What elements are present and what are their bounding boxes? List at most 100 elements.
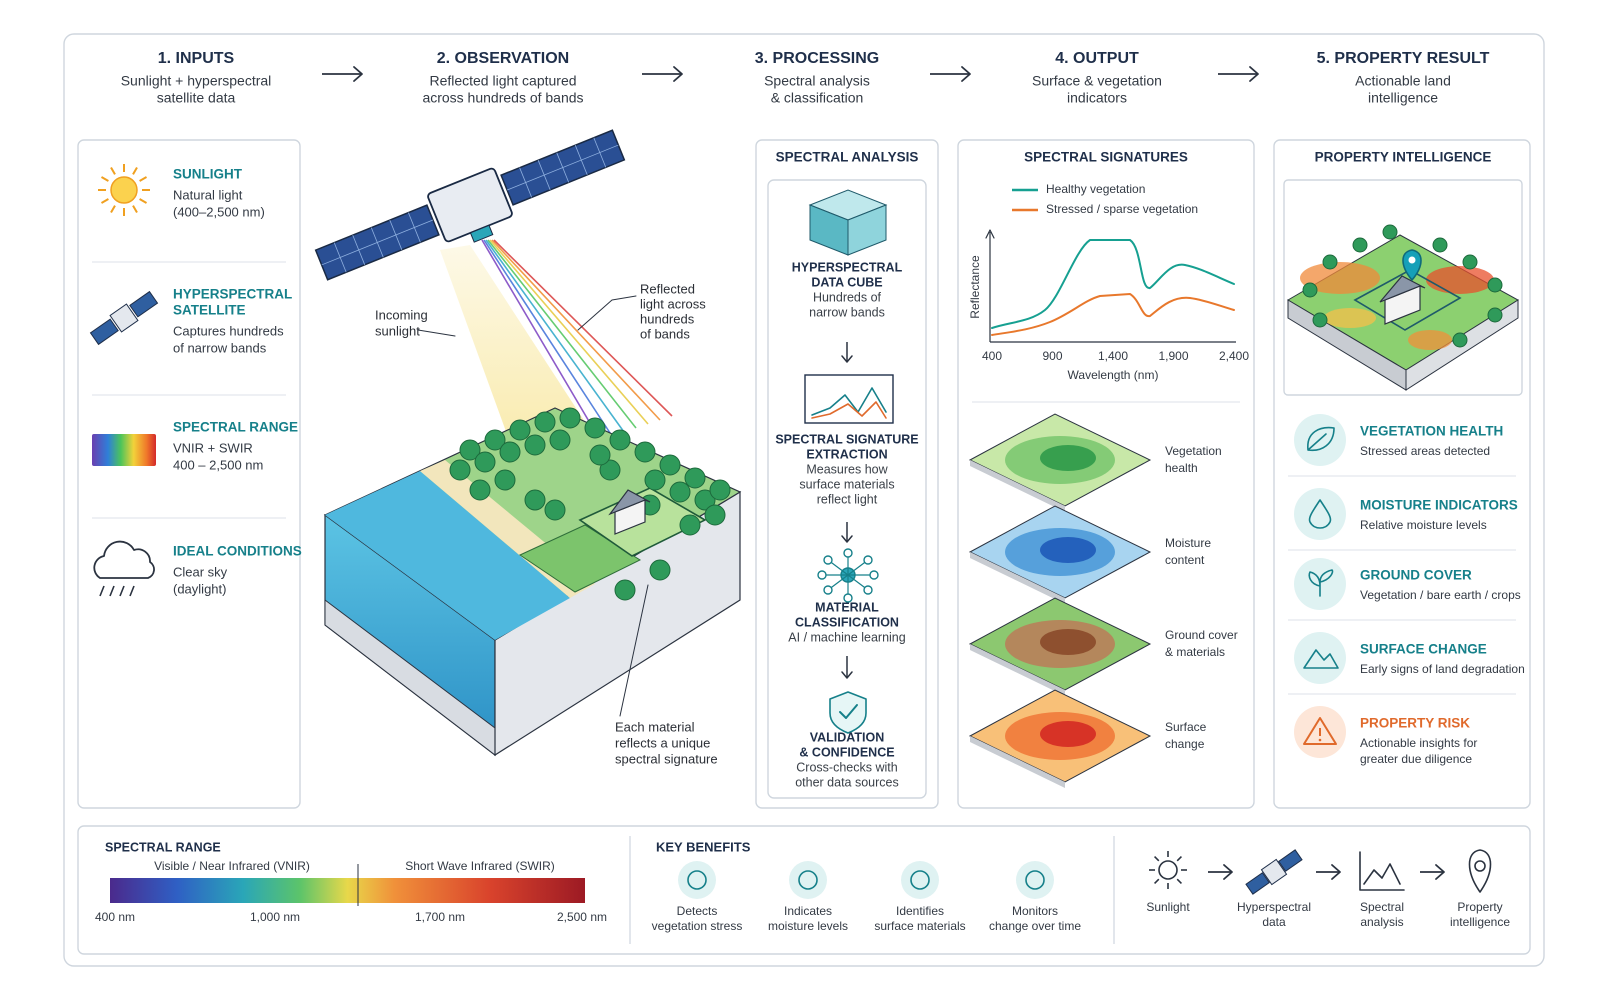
- property-desc: Actionable insights for: [1360, 736, 1477, 750]
- map-edge: [970, 460, 1065, 512]
- spectrum-bar: [110, 878, 585, 903]
- step-subtitle: Surface & vegetation: [1032, 73, 1162, 89]
- satellite: [314, 129, 626, 281]
- reflected-band: [487, 239, 637, 429]
- process-title: HYPERSPECTRAL: [792, 260, 903, 274]
- tree: [484, 429, 506, 451]
- step-subtitle: across hundreds of bands: [422, 90, 583, 106]
- healthy-curve: [991, 239, 1235, 329]
- input-title: HYPERSPECTRAL: [173, 287, 292, 302]
- property-icon-bg: [1294, 488, 1346, 540]
- benefit-icon: [1025, 870, 1045, 890]
- step-subtitle: indicators: [1067, 90, 1127, 106]
- sun-ray: [110, 166, 116, 175]
- pin: [1402, 249, 1422, 281]
- benefit-icon-bg: [678, 861, 716, 899]
- property-title: VEGETATION HEALTH: [1360, 424, 1503, 439]
- tree: [544, 499, 566, 521]
- chart-icon-line: [811, 387, 887, 416]
- panel-wing: [1245, 872, 1270, 895]
- panel-title: SPECTRAL ANALYSIS: [776, 150, 919, 165]
- sun-icon: [110, 176, 138, 204]
- step-subtitle: Reflected light captured: [429, 73, 576, 89]
- x-tick-label: 900: [1042, 349, 1062, 363]
- pin-dot: [1408, 256, 1416, 264]
- arrow-head: [353, 66, 363, 82]
- rain: [99, 585, 105, 597]
- arrow-head: [841, 535, 853, 543]
- network-node: [823, 555, 833, 565]
- leader: [577, 295, 637, 331]
- heat-zone: [1426, 266, 1494, 294]
- sun-ray: [139, 176, 148, 182]
- step-title: 5. PROPERTY RESULT: [1317, 50, 1490, 67]
- panel-cell: [321, 219, 434, 266]
- map-edge: [970, 736, 1065, 788]
- tree: [459, 439, 481, 461]
- tree: [684, 467, 706, 489]
- sun-ray: [1153, 878, 1160, 885]
- input-desc: 400 – 2,500 nm: [173, 457, 263, 472]
- x-tick-label: 2,400: [1219, 349, 1249, 363]
- step-title: 1. INPUTS: [158, 50, 235, 67]
- process-desc: AI / machine learning: [788, 630, 905, 644]
- benefit-icon: [910, 870, 930, 890]
- tree: [1352, 237, 1368, 253]
- range-tick: 2,500 nm: [557, 910, 607, 924]
- range-tick: 1,000 nm: [250, 910, 300, 924]
- property-desc: Stressed areas detected: [1360, 444, 1490, 458]
- map-label: health: [1165, 461, 1198, 475]
- sat-body: [109, 303, 139, 333]
- tree: [614, 579, 636, 601]
- water-surface: [325, 471, 570, 640]
- tree: [679, 514, 701, 536]
- leader: [417, 329, 456, 337]
- process-desc: reflect light: [817, 492, 878, 506]
- shield-icon: [829, 691, 867, 734]
- process-title: & CONFIDENCE: [799, 745, 894, 759]
- flow-label: Spectral: [1360, 900, 1404, 914]
- reflected-band: [493, 239, 673, 417]
- benefit-label: vegetation stress: [652, 919, 743, 933]
- section-title: KEY BENEFITS: [656, 839, 751, 854]
- heat-zone: [1408, 330, 1452, 350]
- map-label: Moisture: [1165, 536, 1211, 550]
- benefit-label: Indicates: [784, 904, 832, 918]
- flow-label: Sunlight: [1146, 900, 1190, 914]
- panel-wing: [1278, 849, 1303, 872]
- annotation: Incoming: [375, 307, 428, 322]
- frame: [63, 33, 1545, 967]
- range-label: Visible / Near Infrared (VNIR): [154, 859, 310, 873]
- legend-label: Stressed / sparse vegetation: [1046, 202, 1198, 216]
- step-subtitle: satellite data: [157, 90, 236, 106]
- network-node: [863, 555, 873, 565]
- sun-ray: [110, 205, 116, 214]
- leaf-icon: [1307, 426, 1335, 452]
- benefit-label: surface materials: [874, 919, 965, 933]
- panel-title: PROPERTY INTELLIGENCE: [1315, 150, 1492, 165]
- mountain-icon: [1303, 649, 1339, 669]
- map-edge: [970, 552, 1065, 604]
- property-title: GROUND COVER: [1360, 568, 1472, 583]
- map-label: Vegetation: [1165, 444, 1222, 458]
- flow-label: Property: [1457, 900, 1502, 914]
- input-desc: Natural light: [173, 187, 243, 202]
- map-core: [1040, 537, 1096, 563]
- tree: [549, 429, 571, 451]
- sun-ray: [132, 166, 138, 175]
- property-icon-bg: [1294, 632, 1346, 684]
- map-core: [1040, 629, 1096, 655]
- tree: [524, 434, 546, 456]
- flow-satellite: [1245, 849, 1303, 895]
- field: [518, 524, 642, 593]
- tree: [634, 441, 656, 463]
- warning-dot: [1318, 738, 1322, 742]
- sun-ray: [132, 205, 138, 214]
- network-node: [817, 570, 827, 580]
- rain: [119, 585, 125, 597]
- tree: [1487, 307, 1503, 323]
- x-tick-label: 400: [982, 349, 1002, 363]
- flow-label: Hyperspectral: [1237, 900, 1311, 914]
- process-desc: other data sources: [795, 775, 899, 789]
